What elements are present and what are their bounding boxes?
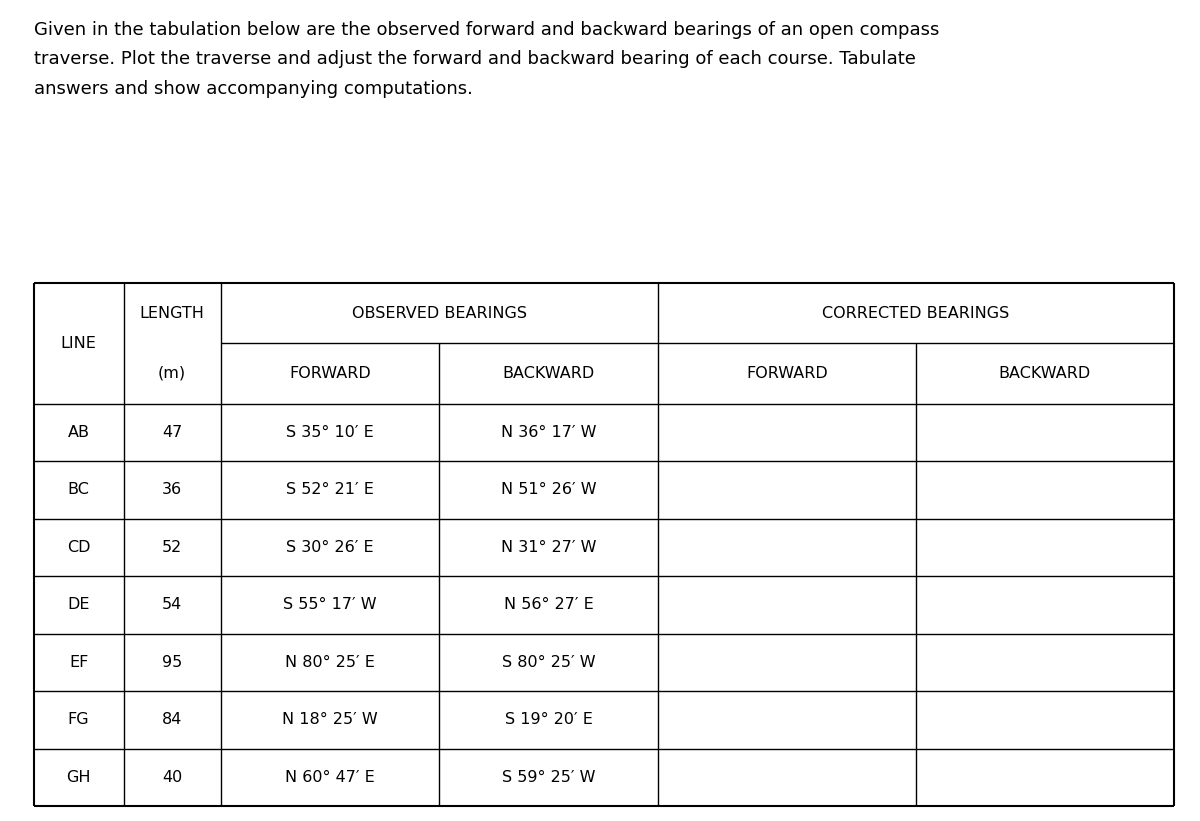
Text: FORWARD: FORWARD xyxy=(746,366,828,381)
Text: N 18° 25′ W: N 18° 25′ W xyxy=(282,713,378,727)
Text: N 51° 26′ W: N 51° 26′ W xyxy=(502,482,596,498)
Text: N 80° 25′ E: N 80° 25′ E xyxy=(286,655,374,670)
Text: CD: CD xyxy=(67,540,90,555)
Text: Given in the tabulation below are the observed forward and backward bearings of : Given in the tabulation below are the ob… xyxy=(34,21,938,99)
Text: AB: AB xyxy=(67,424,90,440)
Text: FG: FG xyxy=(68,713,90,727)
Text: 84: 84 xyxy=(162,713,182,727)
Text: CORRECTED BEARINGS: CORRECTED BEARINGS xyxy=(822,305,1009,321)
Text: S 80° 25′ W: S 80° 25′ W xyxy=(502,655,595,670)
Text: 40: 40 xyxy=(162,770,182,785)
Text: DE: DE xyxy=(67,598,90,612)
Text: BACKWARD: BACKWARD xyxy=(998,366,1091,381)
Text: EF: EF xyxy=(68,655,89,670)
Text: BC: BC xyxy=(67,482,90,498)
Text: 54: 54 xyxy=(162,598,182,612)
Text: (m): (m) xyxy=(158,366,186,381)
Text: S 55° 17′ W: S 55° 17′ W xyxy=(283,598,377,612)
Text: 36: 36 xyxy=(162,482,182,498)
Text: 47: 47 xyxy=(162,424,182,440)
Text: OBSERVED BEARINGS: OBSERVED BEARINGS xyxy=(352,305,527,321)
Text: 95: 95 xyxy=(162,655,182,670)
Text: 52: 52 xyxy=(162,540,182,555)
Text: N 36° 17′ W: N 36° 17′ W xyxy=(502,424,596,440)
Text: S 52° 21′ E: S 52° 21′ E xyxy=(286,482,374,498)
Text: GH: GH xyxy=(66,770,91,785)
Text: N 60° 47′ E: N 60° 47′ E xyxy=(286,770,374,785)
Text: N 56° 27′ E: N 56° 27′ E xyxy=(504,598,594,612)
Text: LENGTH: LENGTH xyxy=(139,305,204,321)
Text: FORWARD: FORWARD xyxy=(289,366,371,381)
Text: LINE: LINE xyxy=(61,336,96,351)
Text: S 30° 26′ E: S 30° 26′ E xyxy=(286,540,374,555)
Text: S 19° 20′ E: S 19° 20′ E xyxy=(505,713,593,727)
Text: S 59° 25′ W: S 59° 25′ W xyxy=(502,770,595,785)
Text: N 31° 27′ W: N 31° 27′ W xyxy=(502,540,596,555)
Text: S 35° 10′ E: S 35° 10′ E xyxy=(286,424,374,440)
Text: BACKWARD: BACKWARD xyxy=(503,366,595,381)
